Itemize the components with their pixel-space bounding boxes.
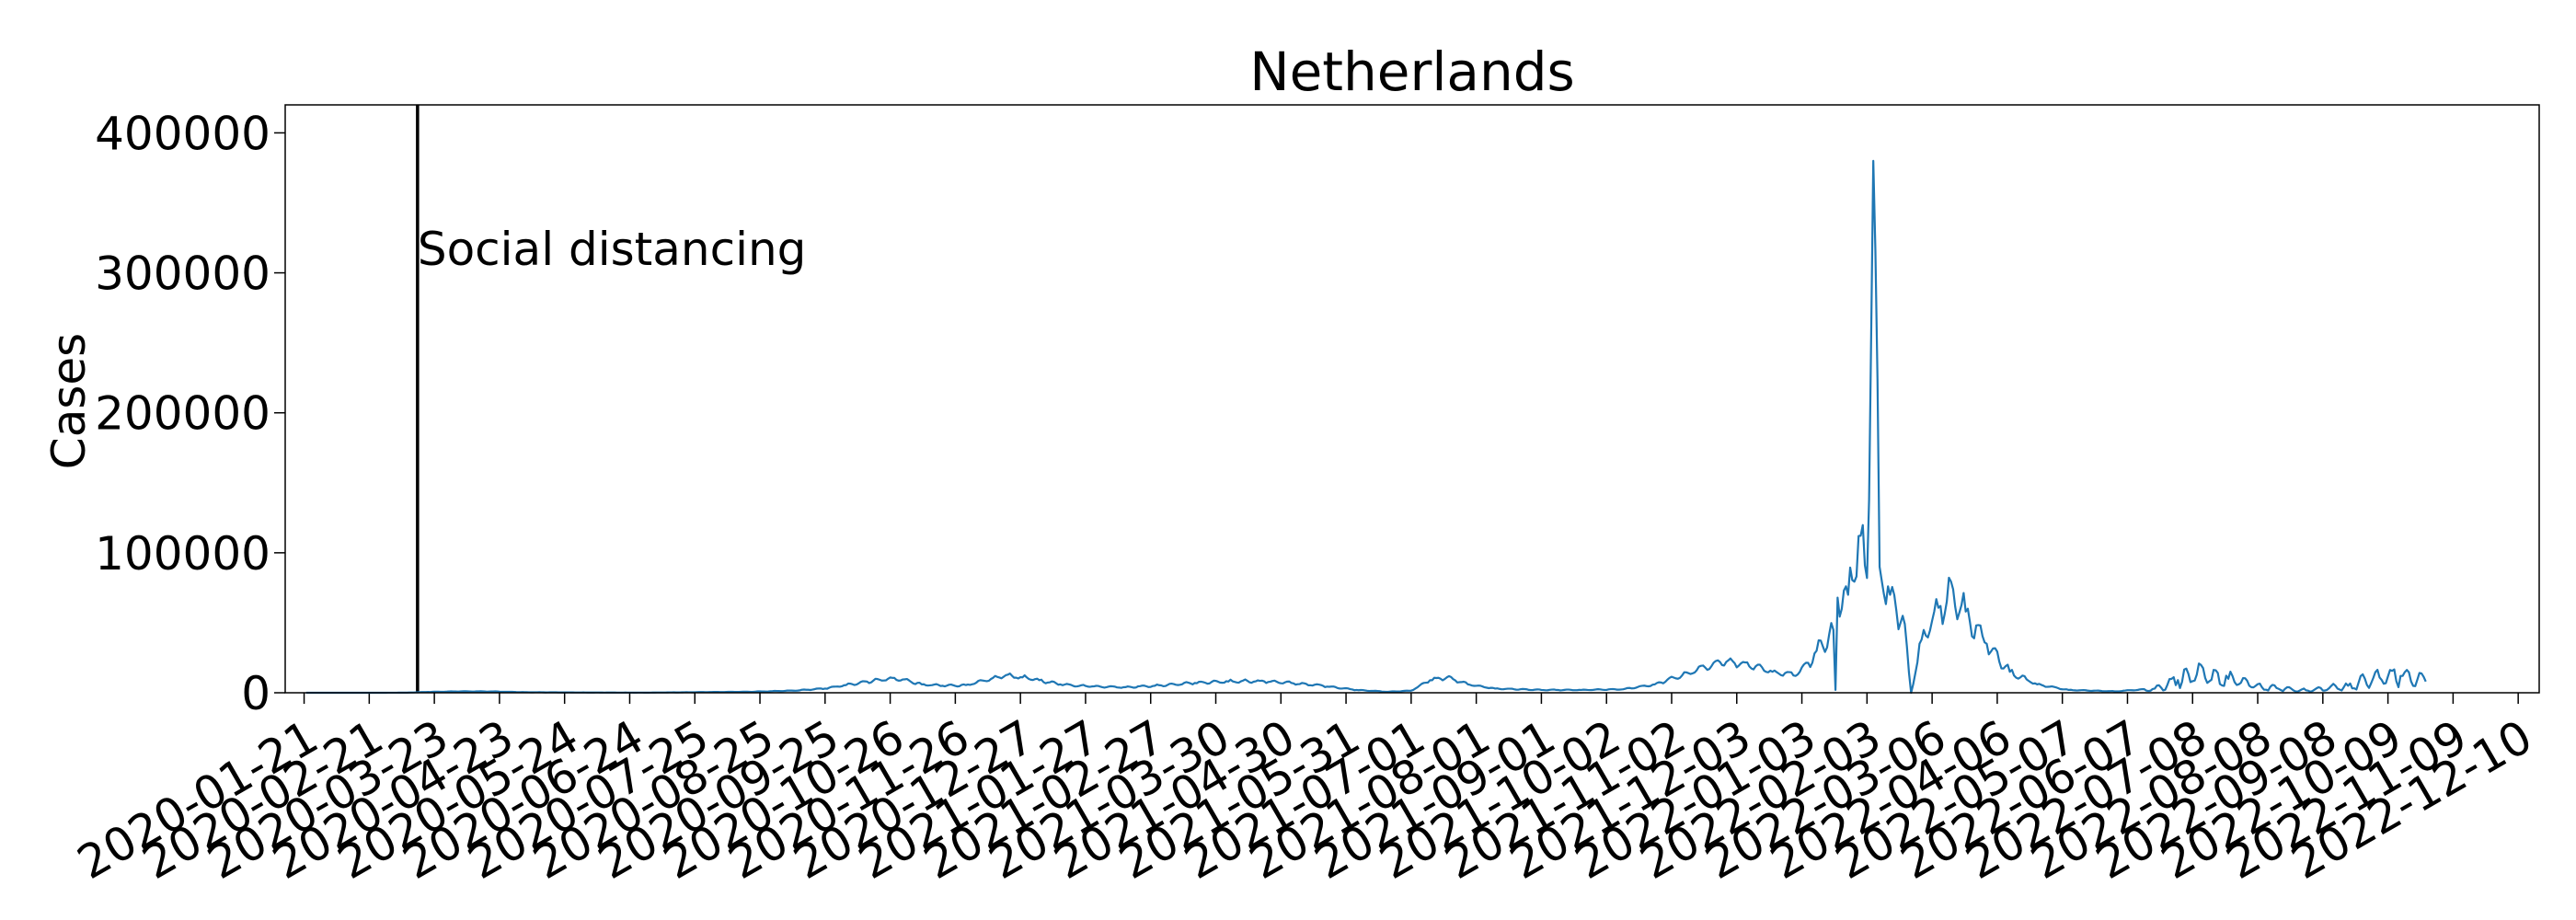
plot-frame [284, 104, 2540, 694]
y-tick-label: 200000 [95, 387, 270, 441]
annotation-label: Social distancing [418, 223, 807, 276]
y-tick-label: 400000 [95, 107, 270, 160]
annotations: Social distancing [416, 105, 807, 693]
y-tick-label: 100000 [95, 527, 270, 581]
y-axis-label: Cases [42, 333, 96, 469]
chart-title: Netherlands [1249, 40, 1575, 103]
y-axis-ticks: 0 100000 200000 300000 400000 [95, 107, 285, 720]
x-axis-ticks: 2020-01-212020-02-212020-03-232020-04-23… [69, 693, 2541, 890]
y-tick-label: 0 [241, 667, 270, 720]
y-tick-label: 300000 [95, 247, 270, 301]
